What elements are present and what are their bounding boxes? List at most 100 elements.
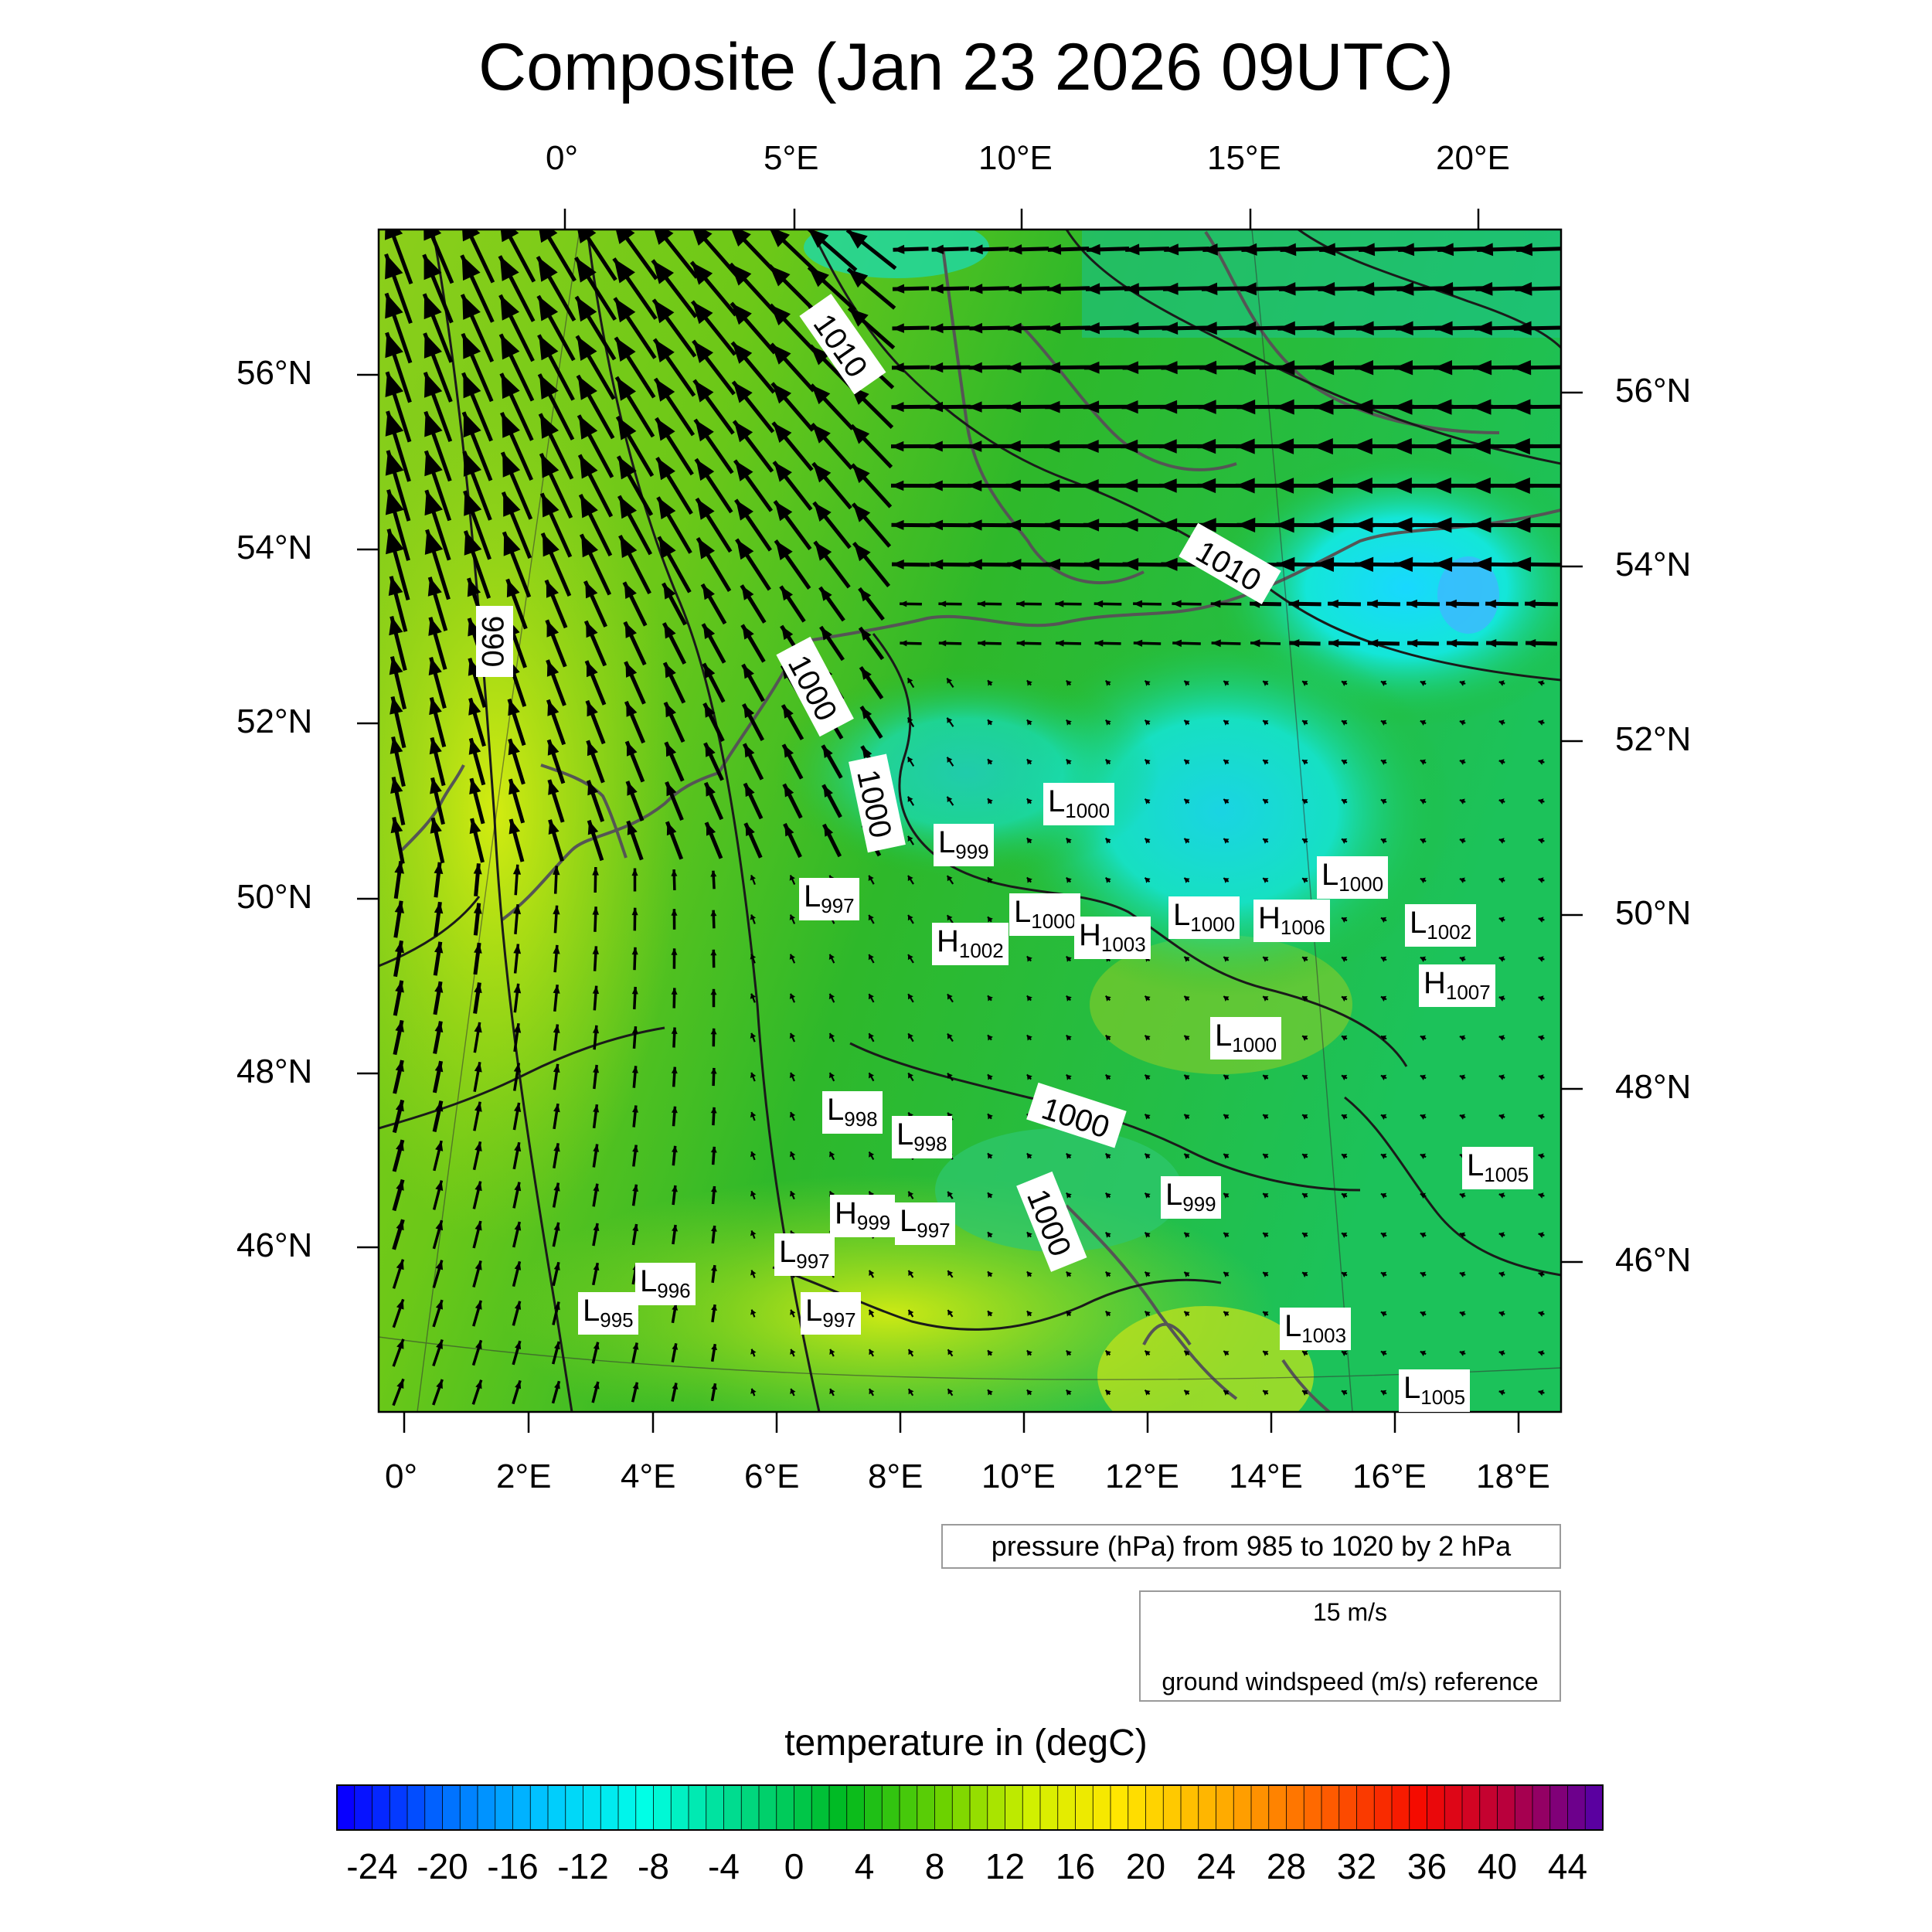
wind-arrow-head xyxy=(616,377,636,401)
wind-arrow-head xyxy=(1459,838,1465,844)
colorbar-cell xyxy=(1532,1784,1551,1831)
wind-arrow-head xyxy=(1420,1114,1426,1120)
pressure-center-L: L1000 xyxy=(1210,1017,1282,1060)
top-lon-label: 10°E xyxy=(978,139,1053,177)
wind-arrow-head xyxy=(436,1379,443,1389)
wind-arrow-head xyxy=(1044,440,1060,453)
wind-arrow-head xyxy=(1393,399,1413,415)
wind-arrow-head xyxy=(1210,600,1221,608)
colorbar-cell xyxy=(758,1784,777,1831)
wind-arrow-head xyxy=(1380,917,1387,923)
wind-arrow-head xyxy=(1026,1074,1032,1080)
wind-arrow-head xyxy=(1355,321,1374,335)
wind-arrow-head xyxy=(970,244,983,255)
wind-arrow-head xyxy=(907,954,913,961)
colorbar-cell xyxy=(1005,1784,1024,1831)
wind-arrow-head xyxy=(1184,1154,1190,1159)
wind-arrow-head xyxy=(580,454,598,479)
wind-arrow-head xyxy=(750,1270,757,1276)
wind-arrow-head xyxy=(893,244,905,254)
wind-arrow-head xyxy=(658,536,676,559)
wind-arrow-head xyxy=(907,757,913,763)
wind-arrow-head xyxy=(1498,1271,1505,1277)
wind-arrow-head xyxy=(1498,917,1505,923)
wind-arrow-head xyxy=(1498,956,1505,962)
pressure-center-L: L998 xyxy=(892,1116,952,1158)
wind-arrow-head xyxy=(1263,1351,1269,1356)
wind-arrow-head xyxy=(1289,639,1300,648)
wind-arrow-head xyxy=(1184,1311,1190,1317)
wind-arrow-head xyxy=(771,344,791,365)
wind-arrow-head xyxy=(1538,917,1544,923)
wind-arrow-head xyxy=(1420,1271,1426,1277)
colorbar-cell xyxy=(1338,1784,1358,1831)
wind-arrow-head xyxy=(1223,681,1230,686)
wind-arrow-head xyxy=(1105,1074,1111,1080)
wind-arrow-head xyxy=(671,988,678,995)
wind-arrow-head xyxy=(1162,321,1179,335)
wind-arrow-head xyxy=(1007,559,1022,570)
wind-arrow-head xyxy=(423,254,442,281)
wind-arrow-head xyxy=(463,451,481,477)
wind-arrow-head xyxy=(671,1066,678,1074)
wind-arrow-head xyxy=(435,1300,443,1310)
colorbar-cell xyxy=(1216,1784,1235,1831)
wind-arrow-head xyxy=(938,600,947,607)
wind-arrow-head xyxy=(614,258,635,284)
wind-arrow-head xyxy=(671,948,678,955)
wind-arrow-head xyxy=(672,1185,678,1192)
wind-arrow-head xyxy=(1184,799,1190,804)
colorbar-cell xyxy=(969,1784,988,1831)
wind-arrow-head xyxy=(509,819,520,835)
wind-arrow-head xyxy=(1223,996,1230,1002)
colorbar-tick-label: 24 xyxy=(1196,1846,1236,1886)
wind-arrow-head xyxy=(1459,719,1465,726)
wind-arrow-head xyxy=(790,1349,796,1355)
wind-arrow-head xyxy=(427,577,442,597)
wind-arrow-head xyxy=(617,417,637,440)
colorbar-cell xyxy=(336,1784,355,1831)
wind-arrow-head xyxy=(822,745,833,758)
wind-arrow-head xyxy=(750,1388,757,1394)
wind-arrow-head xyxy=(654,338,675,362)
wind-arrow-head xyxy=(593,1144,600,1152)
wind-arrow-head xyxy=(1355,360,1374,376)
wind-arrow-head xyxy=(1302,1272,1308,1277)
wind-arrow-head xyxy=(692,301,713,325)
wind-arrow-head xyxy=(1105,1153,1111,1159)
wind-arrow-head xyxy=(770,304,791,326)
colorbar-cell xyxy=(372,1784,391,1831)
colorbar-cell xyxy=(776,1784,795,1831)
colorbar-cell xyxy=(706,1784,725,1831)
wind-arrow-head xyxy=(704,703,716,718)
wind-arrow-head xyxy=(1459,1232,1465,1238)
wind-arrow-head xyxy=(977,600,985,607)
wind-arrow-head xyxy=(666,781,677,797)
wind-arrow-head xyxy=(587,781,599,796)
wind-arrow-head xyxy=(592,1025,600,1034)
wind-arrow-head xyxy=(1459,877,1465,883)
wind-arrow-head xyxy=(1184,1351,1190,1356)
wind-arrow-head xyxy=(741,585,754,600)
wind-arrow-head xyxy=(1380,956,1387,962)
wind-arrow-head xyxy=(1432,399,1452,415)
wind-arrow-head xyxy=(1277,321,1295,335)
bottom-lon-label: 14°E xyxy=(1229,1458,1303,1495)
wind-arrow-head xyxy=(1066,759,1072,765)
wind-arrow-head xyxy=(947,915,953,921)
wind-arrow-head xyxy=(1302,681,1308,686)
colorbar-cell xyxy=(477,1784,496,1831)
wind-arrow-head xyxy=(1066,1035,1072,1041)
wind-arrow-head xyxy=(462,294,481,320)
colorbar-cell xyxy=(653,1784,672,1831)
colorbar-cell xyxy=(565,1784,584,1831)
wind-arrow-head xyxy=(1498,1192,1505,1199)
wind-arrow-head xyxy=(1459,680,1465,686)
wind-arrow-head xyxy=(469,818,481,835)
wind-arrow-head xyxy=(1459,759,1465,765)
pressure-center-type: H xyxy=(1423,966,1446,1000)
wind-arrow-head xyxy=(474,943,482,954)
wind-arrow-head xyxy=(592,946,599,954)
wind-arrow-head xyxy=(1026,1311,1032,1317)
isobar-labels: 1010 1010 990 1000 1000 1000 1000 xyxy=(475,294,1281,1272)
